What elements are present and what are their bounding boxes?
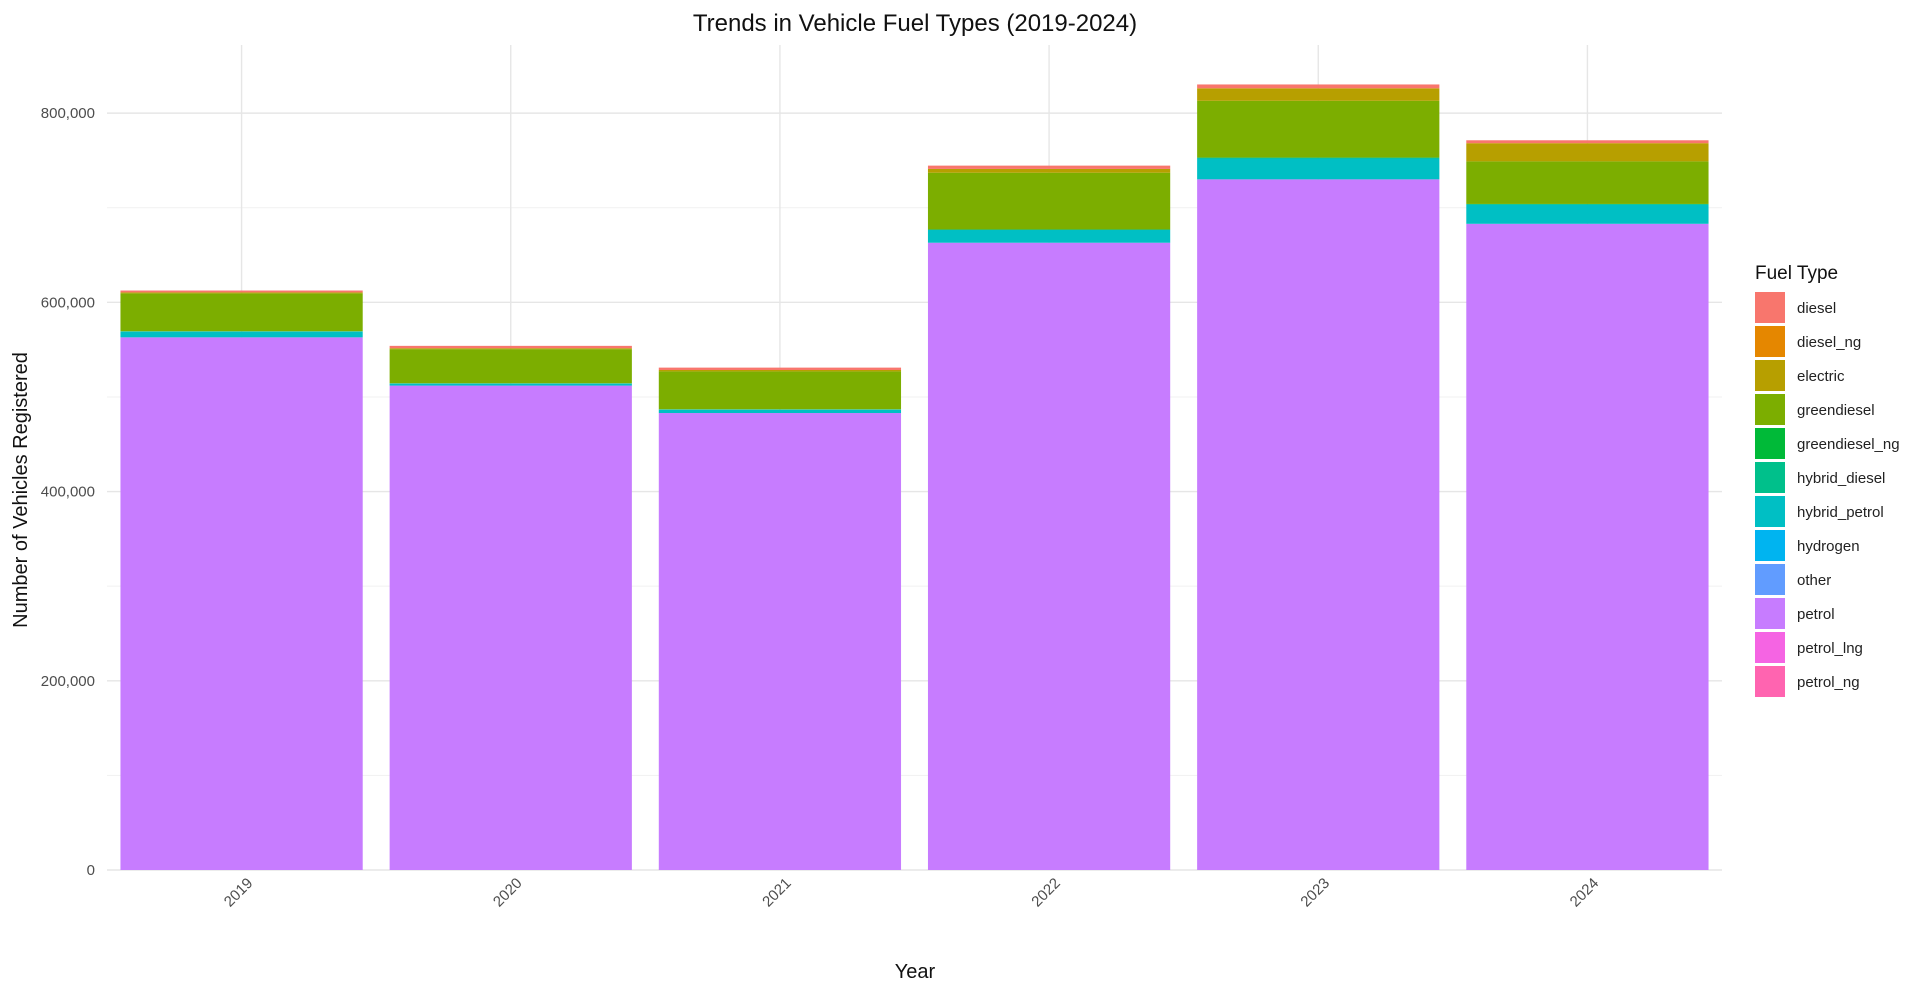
bar-segment-greendiesel-2024 [1466,161,1709,204]
legend: Fuel Type diesel diesel_ng electric greendi… [1755,263,1900,697]
legend-title: Fuel Type [1755,263,1838,284]
x-tick-label: 2024 [1567,875,1603,911]
bar-segment-petrol-2020 [389,385,632,870]
legend-label-greendiesel_ng: greendiesel_ng [1797,436,1900,453]
legend-key-petrol_ng [1755,666,1785,697]
bar-segment-greendiesel-2020 [389,349,632,384]
bar-segment-electric-2022 [927,168,1171,173]
legend-key-other [1755,564,1785,595]
legend-key-petrol_lng [1755,632,1785,663]
legend-label-petrol_ng: petrol_ng [1797,674,1860,691]
bar-segment-diesel-2020 [389,345,632,349]
x-tick-label: 2021 [759,875,795,911]
y-tick-label: 600,000 [41,294,95,311]
bar-segment-hybrid_petrol-2020 [389,383,632,386]
bar-segment-electric-2024 [1466,143,1709,162]
x-tick-label: 2020 [490,875,526,911]
legend-label-hybrid_petrol: hybrid_petrol [1797,504,1884,521]
bar-segment-greendiesel-2021 [658,371,902,410]
bar-segment-hybrid_petrol-2022 [927,229,1171,243]
bar-segment-petrol-2021 [658,413,902,870]
bar-segment-petrol-2019 [120,337,363,870]
y-tick-label: 800,000 [41,105,95,122]
legend-label-diesel_ng: diesel_ng [1797,334,1861,351]
chart-title: Trends in Vehicle Fuel Types (2019-2024) [693,10,1137,37]
x-tick-label: 2019 [221,875,257,911]
legend-key-petrol [1755,598,1785,629]
bar-segment-hybrid_diesel-2023 [1197,157,1440,159]
y-tick-label: 200,000 [41,673,95,690]
bar-segment-hybrid_petrol-2019 [120,331,363,338]
legend-key-hybrid_petrol [1755,496,1785,527]
legend-key-diesel_ng [1755,326,1785,357]
y-axis-title: Number of Vehicles Registered [10,352,32,628]
bar-segment-petrol-2022 [927,242,1171,870]
legend-key-hydrogen [1755,530,1785,561]
bar-segment-hybrid_petrol-2021 [658,409,902,414]
bar-segment-diesel-2023 [1197,84,1440,89]
bar-segment-greendiesel-2022 [927,172,1171,230]
legend-key-hybrid_diesel [1755,462,1785,493]
legend-label-other: other [1797,572,1831,589]
y-axis-ticks: 0 200,000 400,000 600,000 800,000 [41,105,95,879]
bar-segment-greendiesel-2019 [120,293,363,332]
bar-segment-electric-2019 [120,292,363,294]
bar-segment-hybrid_diesel-2024 [1466,203,1709,205]
bar-segment-electric-2020 [389,348,632,350]
bar-segment-diesel-2021 [658,367,902,370]
bar-segment-diesel-2019 [120,290,363,293]
x-axis-title: Year [895,961,936,983]
bar-segment-diesel-2024 [1466,140,1709,144]
y-tick-label: 0 [87,862,95,879]
legend-label-hybrid_diesel: hybrid_diesel [1797,470,1885,487]
x-tick-label: 2022 [1028,875,1064,911]
legend-key-electric [1755,360,1785,391]
bar-segment-hybrid_petrol-2024 [1466,204,1709,224]
bars [120,84,1709,871]
x-tick-label: 2023 [1297,875,1333,911]
legend-key-diesel [1755,292,1785,323]
legend-key-greendiesel [1755,394,1785,425]
bar-segment-petrol-2023 [1197,179,1440,871]
x-axis-ticks: 2019 2020 2021 2022 2023 2024 [221,875,1602,911]
legend-key-greendiesel_ng [1755,428,1785,459]
legend-label-hydrogen: hydrogen [1797,538,1860,555]
bar-segment-greendiesel-2023 [1197,100,1440,158]
legend-label-diesel: diesel [1797,300,1836,317]
bar-segment-petrol-2024 [1466,223,1709,870]
bar-segment-electric-2023 [1197,88,1440,101]
legend-label-greendiesel: greendiesel [1797,402,1875,419]
bar-segment-hybrid_petrol-2023 [1197,158,1440,180]
legend-label-petrol: petrol [1797,606,1835,623]
legend-label-electric: electric [1797,368,1845,385]
bar-segment-electric-2021 [658,369,902,372]
legend-label-petrol_lng: petrol_lng [1797,640,1863,657]
bar-segment-diesel-2022 [927,165,1171,169]
y-tick-label: 400,000 [41,484,95,501]
